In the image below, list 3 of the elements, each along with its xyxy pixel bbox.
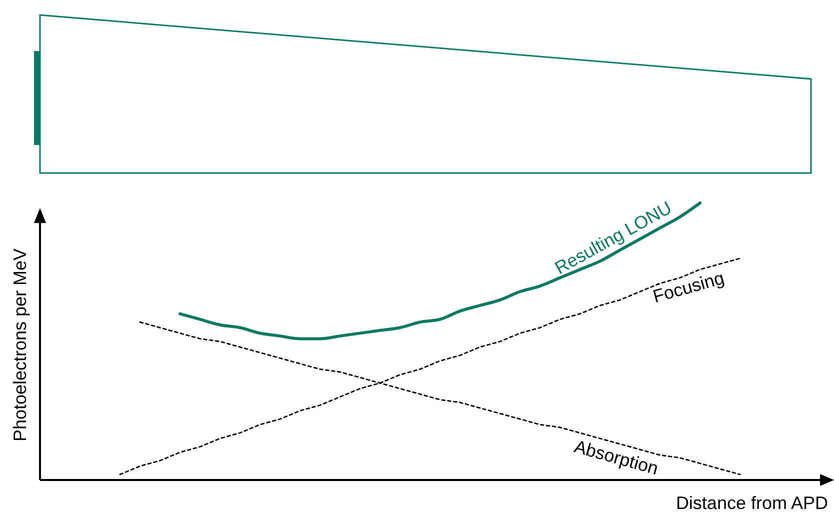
text: Focusing — [650, 268, 726, 307]
y-axis-title: Photoelectrons per MeV — [10, 248, 30, 442]
x-axis-title: Distance from APD — [676, 493, 828, 513]
